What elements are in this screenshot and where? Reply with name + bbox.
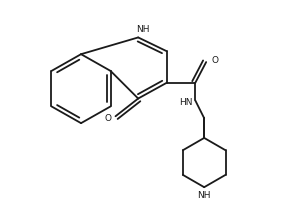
Text: HN: HN — [179, 98, 192, 107]
Text: O: O — [104, 114, 111, 123]
Text: O: O — [212, 56, 218, 65]
Text: NH: NH — [136, 25, 150, 34]
Text: NH: NH — [197, 191, 211, 200]
